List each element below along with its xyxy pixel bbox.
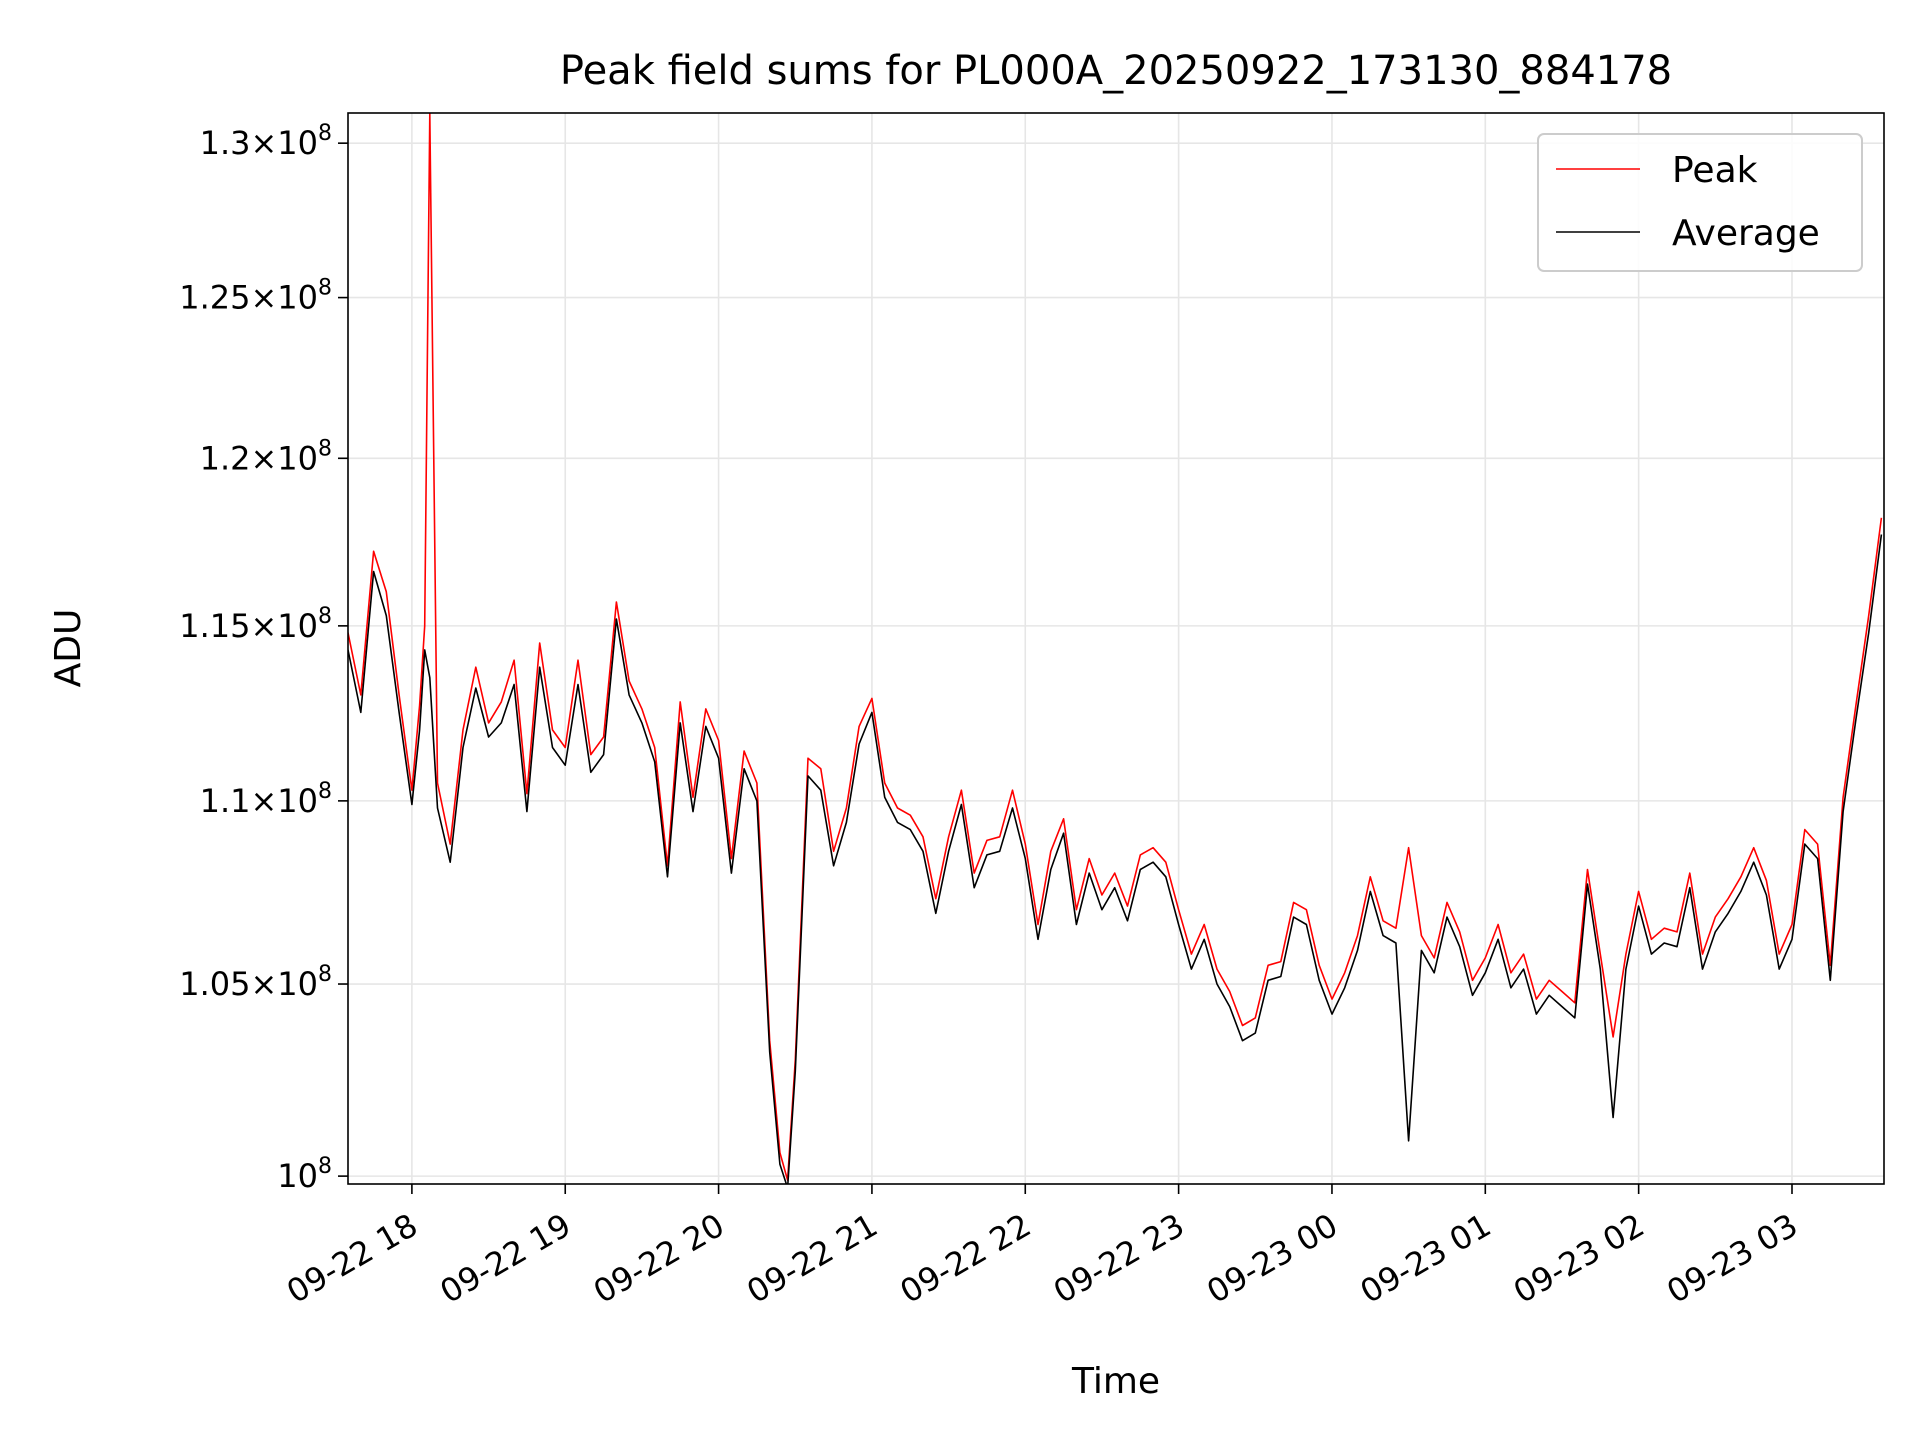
series-layer [348, 113, 1883, 1184]
series-line-peak [348, 113, 1883, 1181]
y-tick-label: 108 [277, 1154, 332, 1195]
grid-lines [348, 113, 1884, 1184]
y-axis-ticks: 108 1.05×108 1.1×108 1.15×108 1.2×108 1.25×10… [179, 121, 348, 1195]
series-line-average [348, 534, 1883, 1184]
chart-title: Peak field sums for PL000A_20250922_1731… [560, 48, 1672, 94]
plot-frame [347, 112, 1885, 1185]
y-tick-label: 1.05×108 [179, 962, 332, 1003]
plot-area [348, 113, 1884, 1184]
y-tick-label: 1.25×108 [179, 276, 332, 317]
y-tick-label: 1.3×108 [200, 121, 332, 162]
legend: Peak Average [1537, 133, 1863, 272]
legend-label-peak: Peak [1672, 150, 1758, 191]
y-tick-label: 1.2×108 [200, 436, 332, 477]
x-axis-label: Time [1071, 1361, 1160, 1402]
y-tick-label: 1.15×108 [179, 604, 332, 645]
y-tick-label: 1.1×108 [200, 779, 332, 820]
y-axis-label: ADU [48, 609, 89, 688]
legend-label-average: Average [1672, 213, 1820, 254]
